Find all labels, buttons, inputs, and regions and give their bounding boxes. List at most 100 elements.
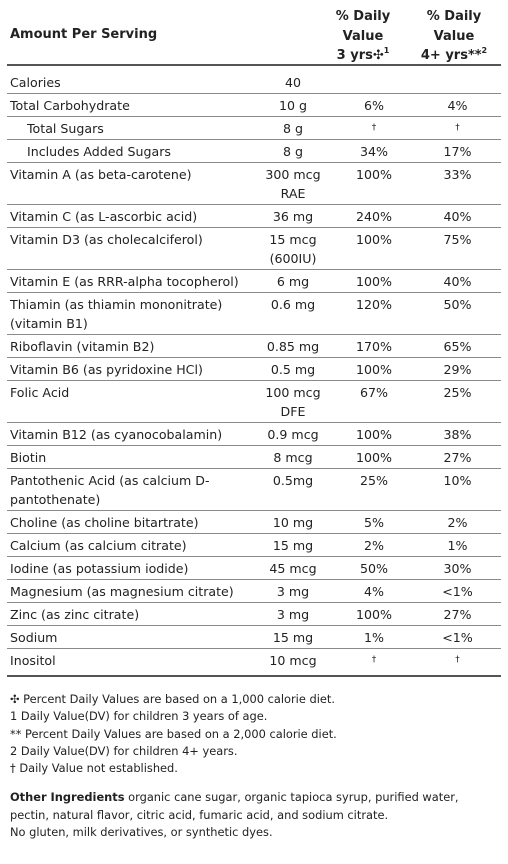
daily-value-3yrs: 100%	[355, 450, 392, 465]
nutrient-amount: 8 mcg	[273, 450, 313, 465]
daily-value-4yrs	[414, 71, 501, 94]
nutrient-name: Sodium	[10, 630, 58, 645]
table-header: Amount Per Serving % Daily Value 3 yrs✣1…	[7, 0, 501, 66]
daily-value-3yrs: 100%	[355, 274, 392, 289]
daily-value-4yrs: 4%	[447, 98, 468, 113]
nutrient-name: Includes Added Sugars	[27, 144, 171, 159]
footnotes: ✣ Percent Daily Values are based on a 1,…	[7, 677, 501, 777]
nutrient-amount: 8 g	[282, 121, 303, 136]
nutrient-amount: 0.5mg	[272, 473, 314, 488]
daily-value-3yrs: †	[371, 123, 377, 133]
table-row: Total Carbohydrate 10 g 6% 4%	[7, 94, 501, 117]
nutrient-name: Vitamin B6 (as pyridoxine HCl)	[10, 362, 203, 377]
table-row: Calories 40	[7, 71, 501, 94]
nutrient-table: Calories 40 Total Carbohydrate 10 g 6% 4% Tota…	[7, 71, 501, 671]
table-row: Vitamin B6 (as pyridoxine HCl) 0.5 mg 100%…	[7, 358, 501, 381]
table-row: Biotin 8 mcg 100% 27%	[7, 446, 501, 469]
daily-value-4yrs: 10%	[443, 473, 472, 488]
nutrient-name: Total Carbohydrate	[10, 98, 130, 113]
table-row: Iodine (as potassium iodide) 45 mcg 50% 30%	[7, 557, 501, 580]
nutrient-amount: 3 mg	[276, 584, 310, 599]
table-row: Pantothenic Acid (as calcium D-pantothen…	[7, 469, 501, 511]
daily-value-3yrs: 240%	[355, 209, 392, 224]
nutrient-amount: 3 mg	[276, 607, 310, 622]
daily-value-4yrs: 25%	[443, 385, 472, 400]
table-row: Total Sugars 8 g † †	[7, 117, 501, 140]
nutrient-name: Folic Acid	[10, 385, 70, 400]
nutrient-amount: 10 mg	[272, 515, 314, 530]
nutrient-name: Vitamin A (as beta-carotene)	[10, 167, 192, 182]
nutrient-name: Riboflavin (vitamin B2)	[10, 339, 155, 354]
nutrient-amount: 40	[284, 75, 302, 90]
daily-value-3yrs: 120%	[355, 297, 392, 312]
nutrient-amount: 0.6 mg	[270, 297, 316, 312]
daily-value-4yrs: 30%	[443, 561, 472, 576]
table-row: Vitamin A (as beta-carotene) 300 mcg RAE 1…	[7, 163, 501, 205]
supplement-facts-panel: Amount Per Serving % Daily Value 3 yrs✣1…	[7, 0, 501, 841]
other-ingredients: Other Ingredients organic cane sugar, or…	[7, 777, 501, 841]
daily-value-3yrs	[334, 71, 414, 94]
daily-value-4yrs: 27%	[443, 607, 472, 622]
table-row: Vitamin B12 (as cyanocobalamin) 0.9 mcg 10…	[7, 423, 501, 446]
nutrient-amount: 36 mg	[272, 209, 314, 224]
daily-value-4yrs: 50%	[443, 297, 472, 312]
nutrient-name: Calcium (as calcium citrate)	[10, 538, 187, 553]
daily-value-4yrs: 27%	[443, 450, 472, 465]
table-row: Sodium 15 mg 1% <1%	[7, 626, 501, 649]
table-row: Choline (as choline bitartrate) 10 mg 5% 2%	[7, 511, 501, 534]
table-row: Inositol 10 mcg † †	[7, 649, 501, 672]
daily-value-3yrs: 100%	[355, 362, 392, 377]
nutrient-name: Vitamin D3 (as cholecalciferol)	[10, 232, 203, 247]
daily-value-3yrs: 6%	[364, 98, 384, 113]
nutrient-amount: 100 mcg DFE	[265, 385, 321, 419]
daily-value-4yrs: 1%	[447, 538, 468, 553]
footnote: 1 Daily Value(DV) for children 3 years o…	[10, 709, 268, 724]
allergen-note: No gluten, milk derivatives, or syntheti…	[10, 825, 273, 840]
nutrient-name: Choline (as choline bitartrate)	[10, 515, 199, 530]
daily-value-4yrs: 33%	[443, 167, 472, 182]
nutrient-name: Iodine (as potassium iodide)	[10, 561, 189, 576]
divider	[7, 675, 501, 677]
amount-per-serving-heading: Amount Per Serving	[10, 27, 158, 42]
daily-value-4yrs: 40%	[443, 274, 472, 289]
daily-value-4yrs: <1%	[442, 584, 473, 599]
nutrient-name: Calories	[10, 75, 61, 90]
daily-value-3yrs: 100%	[355, 232, 392, 247]
table-row: Calcium (as calcium citrate) 15 mg 2% 1%	[7, 534, 501, 557]
table-row: Riboflavin (vitamin B2) 0.85 mg 170% 65%	[7, 335, 501, 358]
nutrient-amount: 6 mg	[276, 274, 310, 289]
nutrient-name: Thiamin (as thiamin mononitrate) (vitami…	[10, 297, 223, 331]
daily-value-3yrs-heading: % Daily Value 3 yrs✣1	[335, 9, 391, 63]
nutrient-name: Total Sugars	[27, 121, 104, 136]
nutrient-amount: 15 mg	[272, 538, 314, 553]
nutrient-name: Biotin	[10, 450, 47, 465]
table-row: Magnesium (as magnesium citrate) 3 mg 4% <1…	[7, 580, 501, 603]
nutrient-name: Zinc (as zinc citrate)	[10, 607, 140, 622]
daily-value-3yrs: †	[371, 655, 377, 665]
daily-value-4yrs-heading: % Daily Value 4+ yrs**2	[420, 9, 488, 63]
nutrient-name: Magnesium (as magnesium citrate)	[10, 584, 234, 599]
daily-value-4yrs: 2%	[447, 515, 468, 530]
nutrient-amount: 15 mcg (600IU)	[269, 232, 317, 266]
nutrient-name: Inositol	[10, 653, 56, 668]
other-ingredients-label: Other Ingredients	[10, 790, 125, 805]
nutrient-amount: 0.85 mg	[266, 339, 320, 354]
nutrient-amount: 10 g	[278, 98, 308, 113]
daily-value-4yrs: 17%	[443, 144, 472, 159]
daily-value-3yrs: 34%	[360, 144, 388, 159]
daily-value-3yrs: 100%	[355, 167, 392, 182]
table-row: Zinc (as zinc citrate) 3 mg 100% 27%	[7, 603, 501, 626]
daily-value-3yrs: 5%	[364, 515, 384, 530]
footnote: ** Percent Daily Values are based on a 2…	[10, 726, 337, 741]
daily-value-3yrs: 1%	[364, 630, 384, 645]
table-row: Folic Acid 100 mcg DFE 67% 25%	[7, 381, 501, 423]
nutrient-amount: 8 g	[282, 144, 303, 159]
nutrient-amount: 300 mcg RAE	[265, 167, 321, 201]
daily-value-4yrs: 38%	[443, 427, 472, 442]
daily-value-3yrs: 2%	[364, 538, 384, 553]
nutrient-name: Vitamin B12 (as cyanocobalamin)	[10, 427, 223, 442]
daily-value-3yrs: 50%	[360, 561, 388, 576]
daily-value-4yrs: 40%	[443, 209, 472, 224]
daily-value-3yrs: 100%	[355, 427, 392, 442]
nutrient-amount: 15 mg	[272, 630, 314, 645]
